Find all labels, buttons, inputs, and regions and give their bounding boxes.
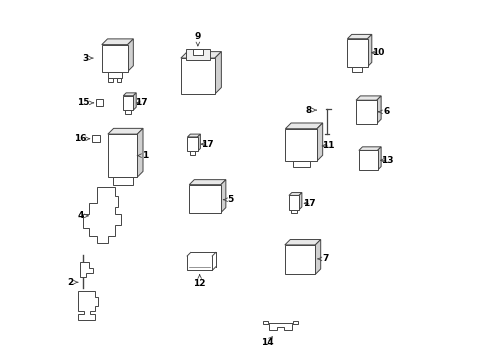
Bar bbox=[117, 78, 121, 82]
Text: 12: 12 bbox=[193, 275, 205, 288]
Polygon shape bbox=[358, 147, 380, 150]
Text: 17: 17 bbox=[200, 140, 213, 149]
Polygon shape bbox=[187, 134, 200, 137]
Text: 16: 16 bbox=[74, 134, 89, 143]
Bar bbox=[352, 67, 362, 72]
Bar bbox=[189, 151, 195, 155]
Polygon shape bbox=[123, 93, 136, 96]
Bar bbox=[108, 78, 112, 82]
Bar bbox=[108, 134, 137, 177]
Text: 1: 1 bbox=[137, 151, 148, 160]
Bar bbox=[292, 161, 309, 167]
Bar bbox=[123, 96, 133, 110]
Polygon shape bbox=[346, 35, 371, 39]
Polygon shape bbox=[367, 35, 371, 67]
Text: 10: 10 bbox=[371, 48, 383, 57]
Text: 9: 9 bbox=[194, 32, 201, 46]
Bar bbox=[125, 110, 131, 114]
Text: 14: 14 bbox=[261, 337, 274, 347]
Text: 8: 8 bbox=[305, 105, 316, 114]
Polygon shape bbox=[298, 193, 301, 210]
Polygon shape bbox=[78, 291, 98, 320]
Polygon shape bbox=[133, 93, 136, 110]
Text: 2: 2 bbox=[67, 278, 78, 287]
Text: 11: 11 bbox=[322, 141, 334, 150]
Bar bbox=[189, 185, 221, 213]
Bar bbox=[96, 99, 103, 107]
Bar bbox=[186, 49, 209, 60]
Polygon shape bbox=[355, 96, 380, 100]
Polygon shape bbox=[102, 39, 133, 45]
Text: 5: 5 bbox=[223, 195, 234, 204]
Text: 13: 13 bbox=[380, 156, 393, 165]
Polygon shape bbox=[189, 180, 225, 185]
Text: 17: 17 bbox=[303, 199, 315, 208]
Polygon shape bbox=[108, 129, 142, 134]
Polygon shape bbox=[316, 123, 322, 161]
Text: 3: 3 bbox=[82, 54, 93, 63]
Polygon shape bbox=[315, 239, 320, 274]
Bar bbox=[285, 129, 316, 161]
Bar bbox=[288, 195, 298, 210]
Bar bbox=[358, 150, 377, 170]
Bar bbox=[107, 72, 122, 78]
Polygon shape bbox=[285, 123, 322, 129]
Polygon shape bbox=[288, 193, 301, 195]
Polygon shape bbox=[181, 51, 221, 58]
Bar bbox=[346, 39, 367, 67]
Bar bbox=[192, 49, 203, 55]
Polygon shape bbox=[197, 134, 200, 151]
Polygon shape bbox=[127, 39, 133, 72]
Bar bbox=[285, 245, 315, 274]
Text: 17: 17 bbox=[135, 98, 147, 107]
Polygon shape bbox=[137, 129, 142, 177]
Bar bbox=[92, 135, 100, 142]
Polygon shape bbox=[285, 239, 320, 245]
Polygon shape bbox=[221, 180, 225, 213]
Polygon shape bbox=[80, 262, 93, 277]
Bar bbox=[181, 58, 214, 94]
Text: 15: 15 bbox=[77, 98, 93, 107]
Text: 7: 7 bbox=[317, 255, 328, 264]
Bar bbox=[187, 137, 197, 151]
Polygon shape bbox=[377, 147, 380, 170]
Bar bbox=[112, 177, 132, 185]
Text: 6: 6 bbox=[378, 107, 388, 116]
Bar bbox=[102, 45, 127, 72]
Polygon shape bbox=[83, 187, 121, 243]
Text: 4: 4 bbox=[77, 211, 88, 220]
Polygon shape bbox=[214, 51, 221, 94]
Bar bbox=[355, 100, 376, 123]
Polygon shape bbox=[376, 96, 380, 123]
Bar bbox=[290, 210, 296, 213]
Polygon shape bbox=[263, 321, 297, 330]
